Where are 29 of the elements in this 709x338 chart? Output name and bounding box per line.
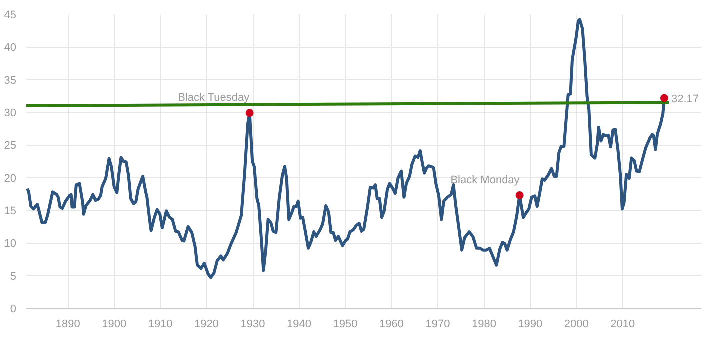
x-tick-label: 1940 [287, 318, 312, 330]
annotation: Black Tuesday [178, 92, 250, 104]
x-tick-label: 2000 [564, 318, 589, 330]
annotation: Black Monday [450, 174, 520, 186]
point [246, 109, 254, 118]
y-tick-label: 35 [4, 74, 17, 87]
y-tick-label: 15 [4, 206, 17, 218]
y-tick-label: 45 [4, 10, 17, 22]
y-tick-label: 0 [10, 304, 17, 316]
x-tick-label: 2010 [610, 318, 636, 330]
x-tick-label: 1910 [148, 318, 173, 330]
x-tick-label: 1930 [240, 318, 266, 330]
data-label: 32.17 [672, 93, 700, 106]
x-tick-label: 1950 [333, 318, 358, 330]
x-tick-label: 1960 [380, 318, 404, 330]
y-tick-label: 5 [10, 270, 17, 283]
y-tick-label: 30 [4, 108, 17, 120]
y-tick-label: 25 [4, 140, 17, 152]
point [660, 94, 669, 102]
x-tick-label: 1970 [426, 318, 450, 330]
x-tick-label: 1920 [194, 318, 220, 330]
y-tick-label: 20 [4, 172, 17, 185]
y-tick-label: 10 [4, 238, 17, 250]
y-tick-label: 40 [4, 42, 17, 54]
point [516, 191, 524, 200]
x-tick-label: 1990 [518, 318, 543, 330]
x-tick-label: 1890 [56, 318, 80, 330]
x-tick-label: 1900 [102, 318, 127, 330]
x-tick-label: 1980 [472, 318, 496, 330]
